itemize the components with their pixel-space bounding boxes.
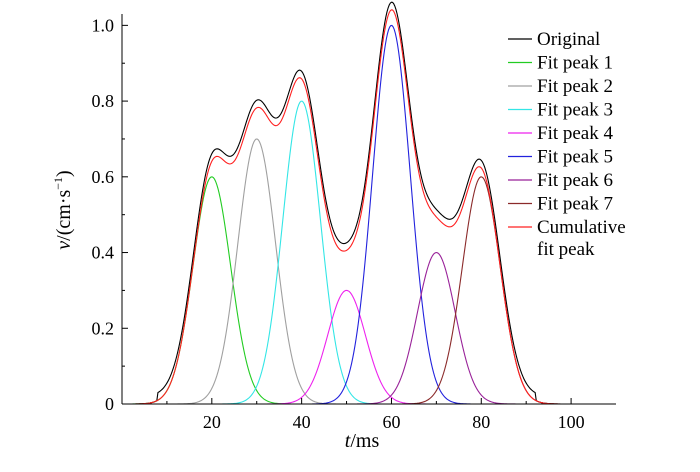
series-line-cumulative-fit-peak xyxy=(135,9,558,405)
legend-label: Original xyxy=(537,29,600,50)
x-tick-label: 80 xyxy=(472,412,490,432)
legend-label: Fit peak 6 xyxy=(537,170,613,191)
x-tick-label: 60 xyxy=(382,412,400,432)
x-ticks: 20 40 60 80 100 xyxy=(166,398,585,432)
series-line-fit-peak-6 xyxy=(357,252,516,405)
legend-label: Fit peak 4 xyxy=(537,123,613,144)
series-line-fit-peak-5 xyxy=(312,24,471,405)
y-tick-label: 1.0 xyxy=(92,15,115,35)
y-ticks: 0 0.2 0.4 0.6 0.8 1.0 xyxy=(92,15,128,414)
plot-area xyxy=(132,1,561,405)
legend-label: Fit peak 3 xyxy=(537,100,613,121)
y-tick-label: 0.4 xyxy=(92,243,115,263)
y-tick-label: 0.8 xyxy=(92,91,115,111)
legend-label: Fit peak 5 xyxy=(537,147,613,168)
y-axis-label: v/(cm·s−1) xyxy=(51,170,75,249)
series-line-fit-peak-2 xyxy=(177,138,336,405)
x-tick-label: 40 xyxy=(293,412,311,432)
x-tick-label: 100 xyxy=(558,412,585,432)
axes xyxy=(121,14,616,405)
series-line-fit-peak-3 xyxy=(222,100,381,405)
series-line-original xyxy=(135,1,558,405)
legend-label: Fit peak 1 xyxy=(537,53,613,74)
y-tick-label: 0.2 xyxy=(92,318,115,338)
series-line-fit-peak-1 xyxy=(132,176,291,405)
series-line-fit-peak-4 xyxy=(267,289,426,405)
legend-label: Fit peak 2 xyxy=(537,76,613,97)
y-tick-label: 0.6 xyxy=(92,167,115,187)
legend-label: Cumulative fit peak xyxy=(537,217,626,260)
x-axis-label: t/ms xyxy=(345,430,380,452)
legend-label: Fit peak 7 xyxy=(537,194,613,215)
y-tick-label: 0 xyxy=(105,394,114,414)
x-tick-label: 20 xyxy=(203,412,221,432)
